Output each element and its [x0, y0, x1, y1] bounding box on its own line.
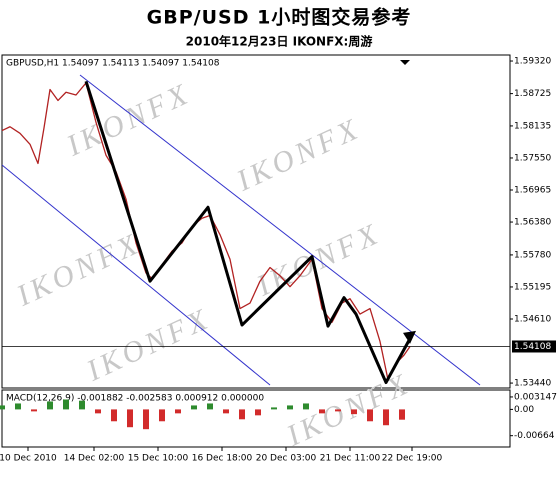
macd-bar [319, 409, 325, 414]
macd-bar [223, 409, 229, 414]
marker [400, 60, 410, 65]
macd-bar [15, 403, 21, 410]
macd-bar [207, 403, 213, 410]
macd-bar [255, 409, 261, 416]
macd-bar [143, 409, 149, 430]
watermark: IKONFX [281, 367, 416, 453]
x-tick-label: 10 Dec 2010 [0, 454, 57, 464]
x-tick-label: 15 Dec 10:00 [128, 454, 189, 464]
macd-bar [31, 409, 37, 412]
macd-bar [335, 409, 341, 412]
y-tick-label: 1.53440 [514, 379, 551, 389]
macd-bar [63, 399, 69, 410]
last-price-label: 1.54108 [514, 342, 551, 352]
y-tick-label: -0.00664 [514, 431, 555, 441]
macd-bar [47, 401, 53, 410]
macd-bar [287, 405, 293, 410]
y-tick-label: 0.003147 [514, 392, 557, 402]
y-tick-label: 1.55780 [514, 250, 551, 260]
channel-line [2, 164, 271, 386]
y-tick-label: 1.56380 [514, 218, 551, 228]
y-tick-label: 1.59320 [514, 57, 551, 67]
x-tick-label: 22 Dec 19:00 [382, 454, 443, 464]
y-tick-label: 0.00 [514, 405, 534, 415]
title: GBP/USD 1小时图交易参考 [147, 6, 412, 29]
macd-panel [1, 389, 511, 448]
x-tick-label: 16 Dec 18:00 [192, 454, 253, 464]
x-tick-label: 20 Dec 03:00 [256, 454, 317, 464]
y-tick-label: 1.58725 [514, 89, 551, 99]
x-tick-label: 14 Dec 02:00 [64, 454, 125, 464]
panel-label: MACD(12,26,9) -0.001882 -0.002583 0.0009… [6, 394, 264, 404]
panel-label: GBPUSD,H1 1.54097 1.54113 1.54097 1.5410… [6, 59, 220, 69]
macd-bar [367, 409, 373, 422]
macd-bar [111, 409, 117, 422]
watermark: IKONFX [61, 77, 196, 163]
macd-bar [175, 409, 181, 414]
macd-bar [271, 407, 277, 410]
arrow-head [403, 330, 416, 344]
y-tick-label: 1.57550 [514, 153, 551, 163]
macd-bar [399, 409, 405, 420]
macd-bar [351, 409, 357, 415]
y-tick-label: 1.54610 [514, 314, 551, 324]
watermark: IKONFX [11, 227, 146, 313]
macd-bar [303, 403, 309, 410]
macd-bar [383, 409, 389, 426]
last-price-box [512, 340, 556, 353]
subtitle: 2010年12月23日 IKONFX:周游 [186, 34, 373, 49]
y-tick-label: 1.56965 [514, 186, 551, 196]
y-tick-label: 1.58135 [514, 121, 551, 131]
macd-bar [79, 400, 85, 410]
watermark: IKONFX [231, 112, 366, 198]
watermark: IKONFX [81, 302, 216, 388]
macd-bar [127, 409, 133, 428]
macd-bar [95, 409, 101, 414]
macd-bar [159, 409, 165, 422]
price-panel [1, 54, 511, 389]
price-line [84, 80, 414, 385]
x-tick-label: 21 Dec 11:00 [320, 454, 381, 464]
macd-bar [191, 405, 197, 410]
y-tick-label: 1.55195 [514, 282, 551, 292]
macd-bar [239, 409, 245, 420]
macd-bar [0, 405, 5, 410]
